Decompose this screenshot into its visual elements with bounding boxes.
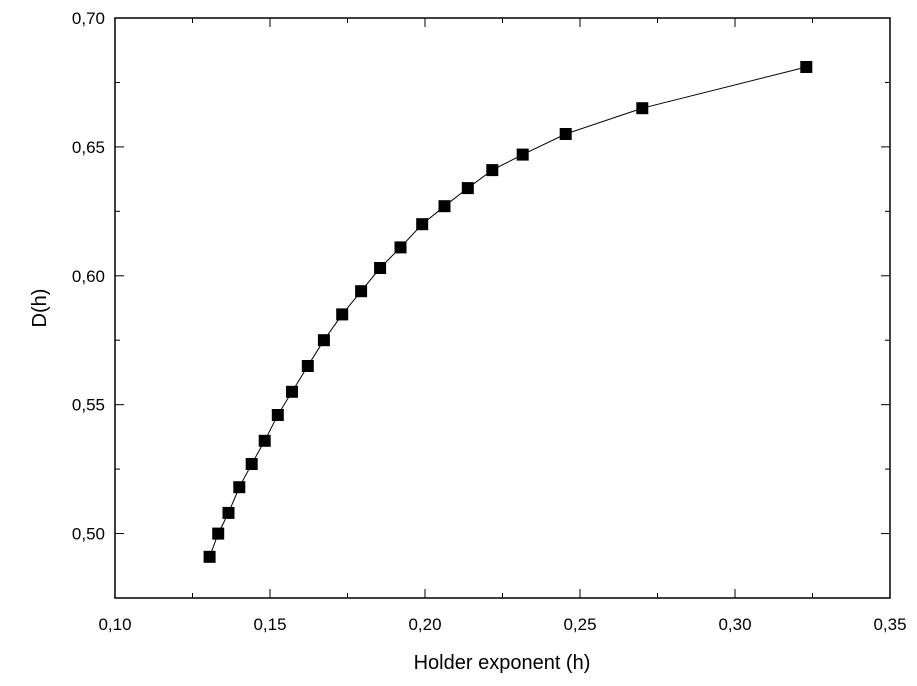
x-tick-labels: 0,10 0,15 0,20 0,25 0,30 0,35 <box>98 615 906 634</box>
data-point <box>271 409 284 421</box>
data-point <box>317 334 330 347</box>
x-tick-label: 0,10 <box>98 615 131 634</box>
data-point <box>301 360 314 372</box>
y-tick-label: 0,70 <box>72 9 105 28</box>
y-tick-label: 0,60 <box>72 267 105 286</box>
data-point <box>516 148 529 161</box>
data-point <box>438 200 451 213</box>
data-point <box>394 241 407 254</box>
y-tick-label: 0,50 <box>72 525 105 544</box>
data-point <box>203 550 216 563</box>
data-point <box>286 385 298 398</box>
data-point <box>212 527 225 540</box>
x-tick-label: 0,15 <box>253 615 286 634</box>
axis-ticks <box>114 17 891 598</box>
data-point <box>416 218 429 231</box>
x-axis-title: Holder exponent (h) <box>414 652 591 674</box>
data-point <box>461 182 474 195</box>
y-tick-label: 0,55 <box>72 396 105 415</box>
data-point <box>486 164 499 177</box>
y-axis-title: D(h) <box>29 289 51 328</box>
data-markers <box>203 61 813 563</box>
data-point <box>559 128 572 140</box>
y-tick-label: 0,65 <box>72 138 105 157</box>
y-tick-labels: 0,50 0,55 0,60 0,65 0,70 <box>72 9 105 544</box>
series-line <box>209 66 807 557</box>
data-point <box>233 481 246 494</box>
data-point <box>258 434 271 447</box>
data-point <box>336 308 349 321</box>
data-point <box>636 102 649 115</box>
data-point <box>245 458 258 470</box>
data-point <box>355 285 368 298</box>
x-tick-label: 0,20 <box>408 615 441 634</box>
data-point <box>800 61 813 73</box>
data-point <box>374 262 387 274</box>
data-point <box>222 506 235 519</box>
x-tick-label: 0,35 <box>873 615 906 634</box>
x-tick-label: 0,25 <box>563 615 596 634</box>
x-tick-label: 0,30 <box>718 615 751 634</box>
